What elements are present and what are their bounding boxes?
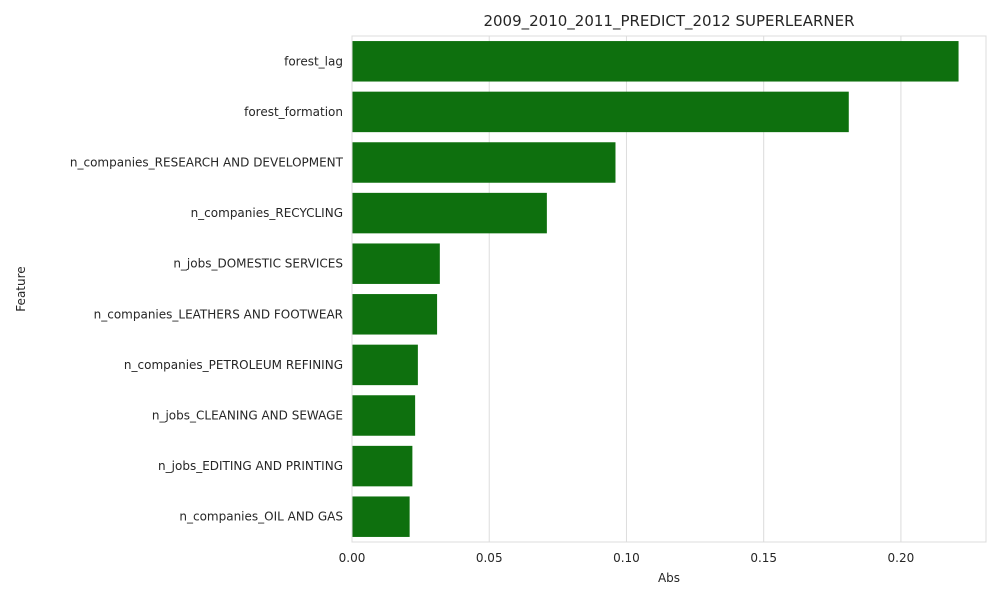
bar — [352, 192, 547, 234]
y-tick-label: n_companies_OIL AND GAS — [179, 510, 343, 524]
bar — [352, 91, 849, 133]
y-tick-label: n_jobs_EDITING AND PRINTING — [158, 459, 343, 473]
x-tick-label: 0.15 — [750, 551, 777, 565]
x-tick-label: 0.00 — [339, 551, 366, 565]
bar — [352, 243, 440, 284]
x-tick-label: 0.05 — [476, 551, 503, 565]
y-tick-label: forest_formation — [244, 105, 343, 119]
y-tick-label: n_companies_RECYCLING — [191, 206, 343, 220]
y-tick-label: forest_lag — [284, 54, 343, 68]
y-tick-label: n_companies_RESEARCH AND DEVELOPMENT — [70, 156, 344, 170]
bar — [352, 294, 438, 335]
bar — [352, 496, 410, 537]
chart-title: 2009_2010_2011_PREDICT_2012 SUPERLEARNER — [483, 12, 854, 31]
x-tick-label: 0.20 — [888, 551, 915, 565]
y-tick-label: n_jobs_CLEANING AND SEWAGE — [152, 409, 343, 423]
y-tick-label: n_companies_LEATHERS AND FOOTWEAR — [94, 307, 343, 321]
y-tick-label: n_companies_PETROLEUM REFINING — [124, 358, 343, 372]
x-axis-label: Abs — [658, 571, 680, 585]
bars — [352, 41, 959, 537]
bar — [352, 395, 416, 436]
plot-frame — [351, 35, 987, 543]
x-tick-label: 0.10 — [613, 551, 640, 565]
bar — [352, 142, 616, 183]
y-axis-label: Feature — [14, 266, 28, 311]
bar — [352, 41, 959, 82]
bar — [352, 344, 418, 386]
y-tick-labels: forest_lag forest_formation n_companies_RE… — [70, 54, 344, 523]
bar — [352, 445, 413, 487]
y-tick-label: n_jobs_DOMESTIC SERVICES — [173, 257, 343, 271]
x-tick-labels: 0.00 0.05 0.10 0.15 0.20 — [339, 551, 915, 565]
